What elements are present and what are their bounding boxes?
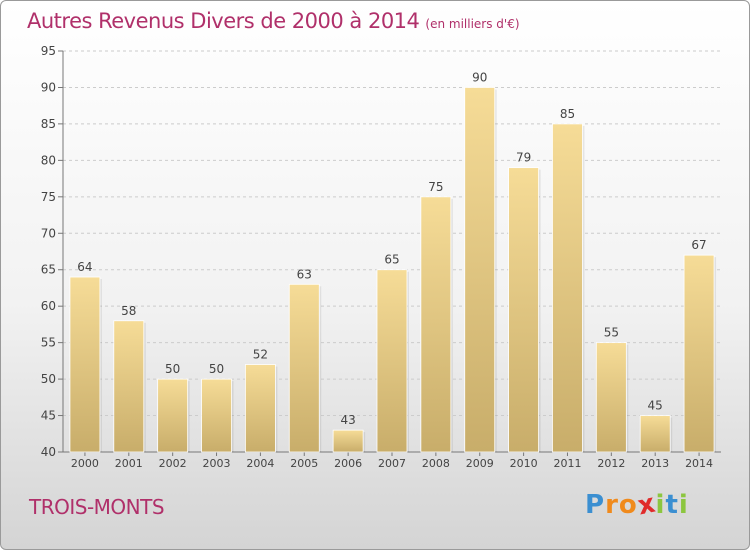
- bar-value-label: 58: [121, 304, 136, 318]
- x-tick-label: 2010: [510, 457, 538, 470]
- y-tick-label: 40: [41, 445, 56, 459]
- y-tick-label: 90: [41, 80, 56, 94]
- logo-letter: t: [665, 490, 679, 520]
- bar-value-label: 75: [428, 180, 443, 194]
- y-tick-label: 75: [41, 190, 56, 204]
- labels: 40 45 50 55 60 65 70 75 80 85 90 95 64 2000 58 2001 50 20…: [41, 44, 713, 470]
- bar: [288, 283, 320, 453]
- bar-value-label: 64: [77, 260, 92, 274]
- bar: [244, 364, 276, 453]
- logo-letter: o: [618, 490, 638, 520]
- bars: [69, 87, 717, 453]
- bar-value-label: 79: [516, 151, 531, 165]
- bar: [201, 378, 232, 453]
- x-tick-label: 2012: [597, 457, 625, 470]
- y-tick-label: 60: [41, 299, 56, 313]
- bar-value-label: 52: [253, 348, 268, 362]
- bar-value-label: 50: [165, 362, 180, 376]
- logo-letter: P: [585, 490, 606, 520]
- bar: [552, 123, 583, 453]
- bar-value-label: 63: [297, 267, 312, 281]
- bar-value-label: 43: [340, 413, 355, 427]
- bar-value-label: 90: [472, 70, 487, 84]
- bar: [113, 320, 145, 453]
- bar-value-label: 65: [384, 253, 399, 267]
- logo-letter: i: [655, 490, 666, 520]
- bar: [332, 429, 364, 453]
- x-tick-label: 2013: [641, 457, 669, 470]
- proxiti-logo: Proxiti: [585, 488, 689, 521]
- x-tick-label: 2014: [685, 457, 713, 470]
- bar-value-label: 55: [604, 326, 619, 340]
- title-text: Autres Revenus Divers de 2000 à 2014: [27, 9, 420, 33]
- x-tick-label: 2002: [159, 457, 187, 470]
- bar: [69, 276, 101, 453]
- x-tick-label: 2007: [378, 457, 406, 470]
- x-tick-label: 2003: [203, 457, 231, 470]
- x-tick-label: 2011: [553, 457, 581, 470]
- bar: [508, 167, 540, 453]
- x-tick-label: 2004: [246, 457, 274, 470]
- x-tick-label: 2005: [290, 457, 318, 470]
- y-tick-label: 50: [41, 372, 56, 386]
- y-tick-label: 55: [41, 336, 56, 350]
- bar: [595, 342, 627, 453]
- y-tick-label: 95: [41, 44, 56, 58]
- bar-value-label: 50: [209, 362, 224, 376]
- y-tick-label: 85: [41, 117, 56, 131]
- x-tick-label: 2006: [334, 457, 362, 470]
- bar: [376, 269, 408, 453]
- chart-title: Autres Revenus Divers de 2000 à 2014 (en …: [27, 9, 520, 33]
- bar: [639, 415, 671, 453]
- commune-name: TROIS-MONTS: [29, 495, 165, 519]
- bar: [157, 378, 189, 453]
- logo-letter: r: [605, 490, 619, 520]
- y-tick-label: 70: [41, 226, 56, 240]
- y-tick-label: 65: [41, 263, 56, 277]
- bar: [464, 87, 496, 453]
- bar-value-label: 45: [648, 399, 663, 413]
- y-tick-label: 45: [41, 409, 56, 423]
- x-tick-label: 2001: [115, 457, 143, 470]
- bar-value-label: 85: [560, 107, 575, 121]
- x-tick-label: 2000: [71, 457, 99, 470]
- x-tick-label: 2009: [466, 457, 494, 470]
- y-tick-label: 80: [41, 153, 56, 167]
- bar: [683, 254, 715, 453]
- bar-value-label: 67: [691, 238, 706, 252]
- bar: [420, 196, 452, 453]
- x-tick-label: 2008: [422, 457, 450, 470]
- unit-note: (en milliers d'€): [425, 17, 520, 31]
- logo-letter: i: [678, 490, 689, 520]
